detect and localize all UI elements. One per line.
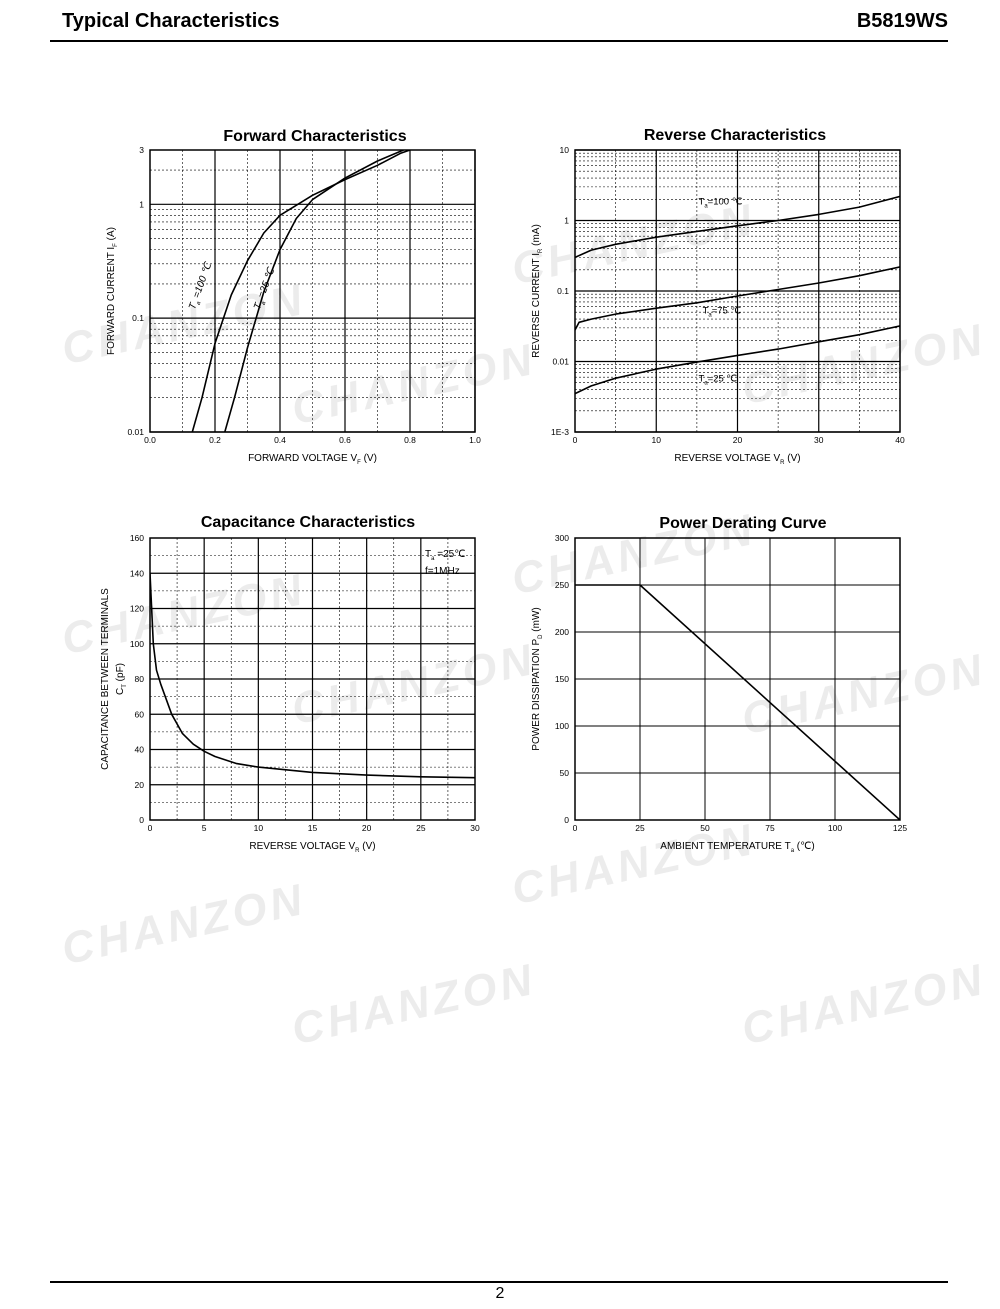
x-tick-label: 20 [362, 823, 372, 833]
x-tick-label: 100 [828, 823, 842, 833]
y-tick-label: 0 [564, 815, 569, 825]
x-tick-label: 0.4 [274, 435, 286, 445]
annotation-label: Ta =25℃ [425, 549, 465, 562]
page-number: 2 [495, 1285, 505, 1302]
series-label: Ta=75 ℃ [703, 305, 742, 318]
series-line [575, 325, 900, 395]
y-tick-label: 50 [560, 768, 570, 778]
x-tick-label: 15 [308, 823, 318, 833]
section-title: Typical Characteristics [62, 10, 280, 32]
y-tick-label: 100 [555, 721, 569, 731]
grid [150, 538, 475, 820]
y-tick-label: 160 [130, 533, 144, 543]
x-tick-label: 10 [652, 435, 662, 445]
plot-frame [574, 537, 901, 821]
series-line [191, 150, 411, 432]
y-tick-label: 0 [139, 815, 144, 825]
y-tick-label: 200 [555, 627, 569, 637]
y-axis-label: FORWARD CURRENT IF (A) [106, 227, 119, 355]
y-tick-label: 1E-3 [551, 427, 569, 437]
chart-title: Forward Characteristics [223, 128, 406, 145]
y-axis-label: POWER DISSIPATION PD (mW) [531, 607, 544, 750]
x-tick-label: 125 [893, 823, 907, 833]
plot-frame [149, 537, 476, 821]
series-line [150, 573, 475, 779]
y-tick-label: 1 [564, 216, 569, 226]
chart-title: Capacitance Characteristics [201, 514, 415, 531]
y-tick-label: 80 [135, 674, 145, 684]
y-tick-label: 0.01 [127, 427, 144, 437]
x-axis-label: AMBIENT TEMPERATURE Ta (℃) [660, 841, 814, 854]
x-tick-label: 5 [202, 823, 207, 833]
y-tick-label: 250 [555, 580, 569, 590]
y-tick-label: 0.1 [132, 313, 144, 323]
x-tick-label: 0.0 [144, 435, 156, 445]
x-tick-label: 50 [700, 823, 710, 833]
x-tick-label: 30 [470, 823, 480, 833]
x-tick-label: 25 [416, 823, 426, 833]
x-tick-label: 75 [765, 823, 775, 833]
x-tick-label: 0 [573, 823, 578, 833]
x-tick-label: 0 [573, 435, 578, 445]
series-label: Ta=25 ℃ [699, 374, 738, 387]
x-tick-label: 0.8 [404, 435, 416, 445]
series-label: Ta=100 ℃ [699, 196, 743, 209]
chart-capacitance: Capacitance Characteristics 0 5 10 15 20 25 30 0… [100, 514, 480, 854]
part-number: B5819WS [856, 10, 948, 32]
y-tick-label: 150 [555, 674, 569, 684]
chart-reverse: Reverse Characteristics 0 10 20 30 40 1E-3 0.01… [531, 127, 905, 466]
x-tick-label: 0 [148, 823, 153, 833]
series-line [575, 266, 900, 331]
y-tick-label: 100 [130, 639, 144, 649]
series-line [224, 150, 404, 432]
x-tick-label: 1.0 [469, 435, 481, 445]
y-axis-label: REVERSE CURRENT IR (mA) [531, 224, 544, 358]
y-tick-label: 10 [560, 145, 570, 155]
x-tick-label: 25 [635, 823, 645, 833]
chart-derating: Power Derating Curve 0 25 50 75 100 125 0 50 100 1… [531, 515, 907, 854]
y-tick-label: 0.01 [552, 357, 569, 367]
y-tick-label: 1 [139, 199, 144, 209]
plot-frame [149, 149, 476, 433]
annotation-label: f=1MHz [425, 566, 460, 577]
x-tick-label: 30 [814, 435, 824, 445]
y-tick-label: 0.1 [557, 286, 569, 296]
x-tick-label: 20 [733, 435, 743, 445]
page-header: Typical Characteristics B5819WS [50, 0, 948, 42]
x-axis-label: REVERSE VOLTAGE VR (V) [674, 453, 800, 466]
chart-forward: Forward Characteristics 0.0 0.2 0.4 0.6 0.8 1.… [106, 128, 481, 466]
chart-title: Power Derating Curve [659, 515, 826, 532]
y-tick-label: 300 [555, 533, 569, 543]
y-axis-label-2: CT (pF) [115, 663, 128, 695]
x-tick-label: 0.2 [209, 435, 221, 445]
y-tick-label: 3 [139, 145, 144, 155]
y-tick-label: 140 [130, 568, 144, 578]
y-axis-label: CAPACITANCE BETWEEN TERMINALS [100, 588, 111, 770]
y-tick-label: 40 [135, 745, 145, 755]
series-line [575, 584, 900, 820]
x-axis-label: FORWARD VOLTAGE VF (V) [248, 453, 377, 466]
y-tick-label: 120 [130, 604, 144, 614]
plot-frame [574, 149, 901, 433]
y-tick-label: 20 [135, 780, 145, 790]
chart-title: Reverse Characteristics [644, 127, 826, 144]
footer-rule [50, 1281, 948, 1283]
x-tick-label: 0.6 [339, 435, 351, 445]
x-tick-label: 10 [254, 823, 264, 833]
x-axis-label: REVERSE VOLTAGE VR (V) [249, 841, 375, 854]
x-tick-label: 40 [895, 435, 905, 445]
grid [575, 149, 900, 433]
series-label: Ta =25 ℃ [252, 265, 280, 312]
series-line [575, 195, 900, 259]
grid [574, 537, 901, 821]
series-label: Ta =100 ℃ [187, 260, 216, 312]
y-tick-label: 60 [135, 709, 145, 719]
